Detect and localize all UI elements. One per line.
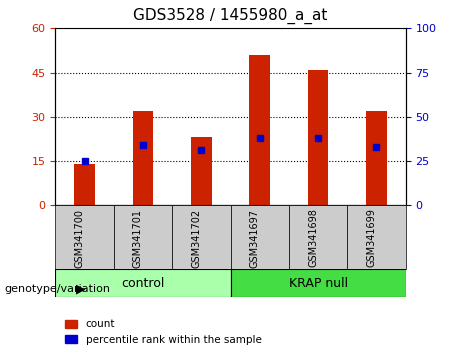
Text: ▶: ▶: [76, 282, 86, 295]
Text: GSM341701: GSM341701: [133, 209, 143, 268]
Bar: [230, 205, 289, 269]
Text: GSM341698: GSM341698: [308, 209, 318, 267]
Bar: [172, 205, 230, 269]
Text: GSM341700: GSM341700: [75, 209, 84, 268]
Bar: [114, 205, 172, 269]
Bar: [366, 111, 387, 205]
Text: GSM341699: GSM341699: [366, 209, 377, 267]
Legend: count, percentile rank within the sample: count, percentile rank within the sample: [60, 315, 266, 349]
Bar: [133, 111, 153, 205]
Bar: [289, 205, 347, 269]
Bar: [230, 269, 406, 297]
Text: GSM341697: GSM341697: [250, 209, 260, 268]
Bar: [74, 164, 95, 205]
Bar: [55, 205, 114, 269]
Title: GDS3528 / 1455980_a_at: GDS3528 / 1455980_a_at: [133, 8, 328, 24]
Bar: [308, 70, 328, 205]
Text: GSM341702: GSM341702: [191, 209, 201, 268]
Text: control: control: [121, 277, 165, 290]
Bar: [191, 137, 212, 205]
Bar: [55, 269, 230, 297]
Bar: [347, 205, 406, 269]
Text: genotype/variation: genotype/variation: [5, 284, 111, 293]
Bar: [249, 55, 270, 205]
Text: KRAP null: KRAP null: [289, 277, 348, 290]
